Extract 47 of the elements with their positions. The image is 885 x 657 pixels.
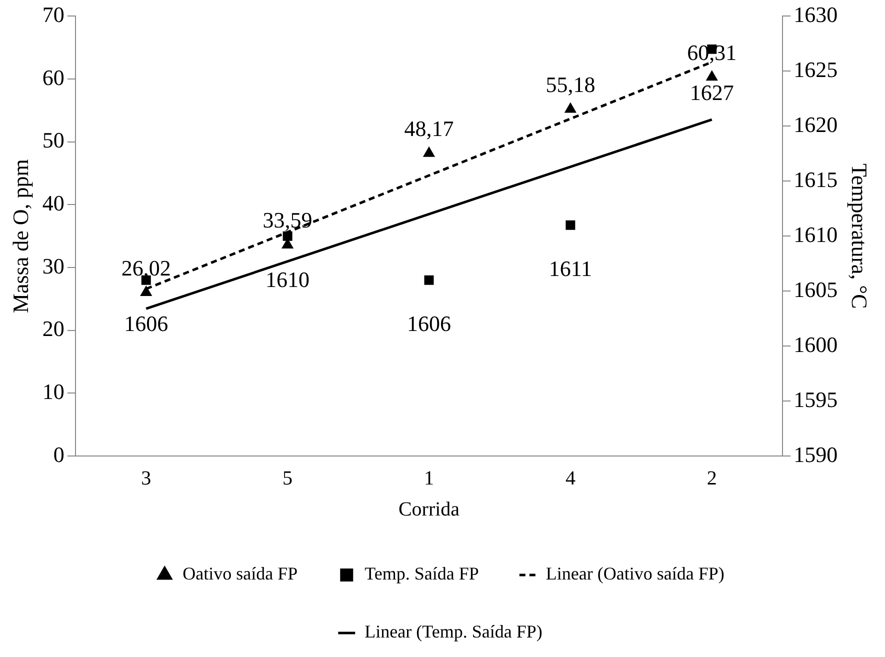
y2-tick-label: 1630 <box>794 2 838 27</box>
legend-label: Temp. Saída FP <box>364 564 479 584</box>
data-label: 55,18 <box>546 72 596 98</box>
data-label: 26,02 <box>121 255 171 280</box>
y2-tick-label: 1600 <box>794 332 838 357</box>
legend-label: Linear (Temp. Saída FP) <box>364 622 542 642</box>
legend-label: Oativo saída FP <box>182 564 298 584</box>
y-tick-label: 50 <box>42 128 64 153</box>
data-label: 48,17 <box>404 116 454 142</box>
y-tick-label: 70 <box>42 2 64 27</box>
point <box>140 286 152 296</box>
data-label: 60,31 <box>687 40 737 65</box>
y2-tick-label: 1615 <box>794 166 838 192</box>
y2-axis-title: Temperatura, °C <box>847 163 872 309</box>
legend-label: Linear (Oativo saída FP) <box>546 564 724 584</box>
data-label: 1606 <box>407 310 451 336</box>
x-tick-label: 1 <box>424 467 434 490</box>
data-label: 1606 <box>124 310 168 336</box>
point <box>423 146 435 157</box>
x-tick-label: 4 <box>565 467 576 490</box>
y-axis-title: Massa de O, ppm <box>8 159 33 314</box>
y2-tick-label: 1620 <box>794 112 838 137</box>
y2-tick-label: 1610 <box>794 222 838 247</box>
x-tick-label: 5 <box>282 467 293 490</box>
y-tick-label: 30 <box>42 253 64 278</box>
y-tick-label: 0 <box>53 442 64 467</box>
y2-tick-label: 1605 <box>794 276 838 302</box>
data-label: 1627 <box>690 80 734 105</box>
y-tick-label: 20 <box>42 316 64 342</box>
point <box>282 231 292 241</box>
x-tick-label: 2 <box>706 467 717 490</box>
data-label: 1610 <box>266 266 310 292</box>
y-tick-label: 40 <box>42 190 64 216</box>
y2-tick-label: 1590 <box>794 442 838 467</box>
x-axis-title: Corrida <box>398 498 460 520</box>
data-label: 33,59 <box>262 208 312 233</box>
y2-tick-label: 1625 <box>794 56 838 82</box>
data-label: 1611 <box>548 256 592 281</box>
point <box>141 275 151 285</box>
point <box>564 102 576 113</box>
x-tick-label: 3 <box>141 467 152 490</box>
point <box>566 220 576 230</box>
y-tick-label: 60 <box>42 64 64 90</box>
point <box>424 275 434 285</box>
point <box>706 70 718 81</box>
y2-tick-label: 1595 <box>794 386 838 412</box>
y-tick-label: 10 <box>42 378 64 404</box>
